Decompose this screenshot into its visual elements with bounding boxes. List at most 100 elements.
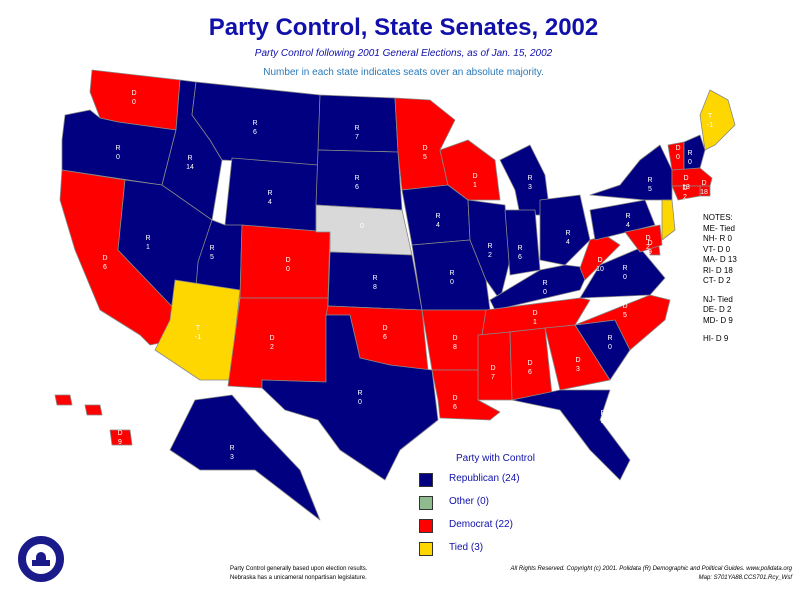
state-in — [504, 209, 541, 276]
note-line: VT- D 0 — [703, 244, 731, 254]
state-oh — [539, 194, 591, 266]
state-mo — [411, 239, 491, 311]
legend-swatch — [419, 519, 433, 533]
footnote-line: Nebraska has a unicameral nonpartisan le… — [230, 575, 367, 581]
state-label-id: R 14 — [186, 155, 194, 171]
state-nj — [661, 199, 676, 241]
state-ct — [671, 185, 701, 201]
state-label-ma: D 13 — [682, 175, 690, 191]
seal-inner — [26, 544, 56, 574]
note-line: MD- D 9 — [703, 315, 733, 325]
copyright-line: Map: S701YA88.CCS701.Rcy_Wsf — [698, 575, 792, 581]
footnote-line: Party Control generally based upon elect… — [230, 566, 368, 572]
map-subtitle-note: Number in each state indicates seats ove… — [263, 67, 544, 78]
map-subtitle: Party Control following 2001 General Ele… — [254, 48, 553, 59]
note-line: RI- D 18 — [703, 265, 733, 275]
legend-label: Tied (3) — [449, 542, 484, 553]
notes-spacer — [703, 287, 737, 295]
copyright-line: All Rights Reserved. Copyright (c) 2001.… — [510, 566, 792, 572]
legend-label: Republican (24) — [449, 473, 520, 484]
state-md — [624, 224, 663, 253]
legend-label: Other (0) — [449, 496, 490, 507]
capitol-dome-icon — [36, 552, 46, 560]
legend-swatch — [419, 473, 433, 487]
state-va — [579, 247, 666, 299]
state-nd — [317, 94, 399, 153]
note-line: DE- D 2 — [703, 305, 732, 314]
notes-spacer — [703, 326, 737, 334]
state-label-az: T -1 — [195, 325, 201, 341]
legend-swatch — [419, 496, 433, 510]
legend-title: Party with Control — [456, 453, 535, 464]
state-label-me: T -1 — [707, 113, 713, 129]
state-pa — [589, 199, 656, 241]
copyright: All Rights Reserved. Copyright (c) 2001.… — [511, 565, 792, 583]
note-line: NJ- Tied — [703, 294, 733, 304]
state-nm — [227, 297, 329, 389]
note-line: CT- D 2 — [703, 276, 731, 285]
state-wi — [439, 139, 501, 201]
state-hi — [54, 394, 133, 446]
state-label-ri: D 18 — [700, 180, 708, 196]
footnote: Party Control generally based upon elect… — [230, 565, 367, 583]
notes-panel: NOTES: ME- Tied NH- R 0 VT- D 0 MA- D 13 RI- … — [703, 213, 737, 345]
legend-swatch — [419, 542, 433, 556]
state-tx — [261, 314, 439, 481]
map-title: Party Control, State Senates, 2002 — [208, 14, 599, 41]
state-label-wv: D 10 — [596, 257, 604, 273]
state-wv — [579, 234, 621, 281]
capitol-base-icon — [32, 560, 50, 566]
state-ak — [169, 394, 321, 521]
legend-label: Democrat (22) — [449, 519, 513, 530]
state-fl — [511, 389, 631, 481]
note-line: HI- D 9 — [703, 334, 729, 343]
state-nh — [683, 134, 706, 171]
note-line: MA- D 13 — [703, 255, 737, 264]
note-line: NH- R 0 — [703, 234, 732, 243]
state-ne — [315, 204, 413, 256]
state-tn — [481, 297, 591, 336]
note-line: NOTES: — [703, 213, 733, 222]
note-line: ME- Tied — [703, 223, 736, 233]
state-me — [699, 89, 736, 151]
